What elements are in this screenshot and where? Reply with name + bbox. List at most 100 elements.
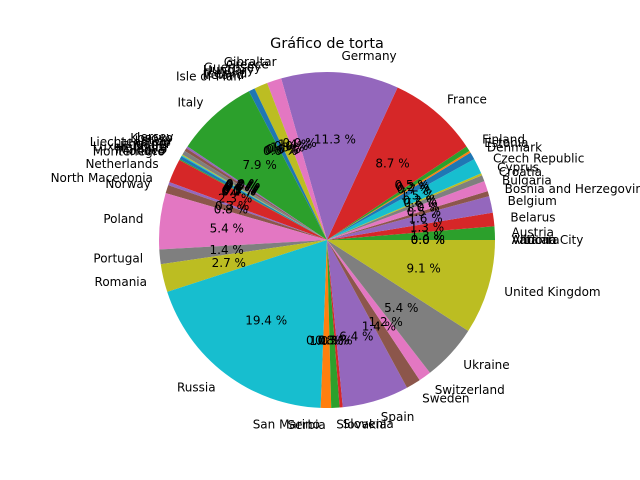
slice-cyprus bbox=[327, 173, 483, 240]
slice-percent-bosnia-and-herzegovina: 0.5 % bbox=[407, 205, 441, 219]
slice-label-spain: Spain bbox=[381, 410, 415, 424]
slice-percent-romania: 2.7 % bbox=[212, 256, 246, 270]
slice-percent-isle-of-man: 0.0 % bbox=[263, 144, 297, 158]
slice-hungary bbox=[254, 83, 327, 240]
slice-label-hungary: Hungary bbox=[203, 63, 254, 77]
slice-estonia bbox=[327, 150, 471, 240]
slice-label-kosovo: Kosovo bbox=[130, 131, 173, 145]
slice-luxembourg bbox=[181, 154, 327, 240]
slice-percent-guernsey: 0.0 % bbox=[274, 139, 308, 153]
slice-label-croatia: Croatia bbox=[499, 165, 542, 179]
slice-percent-latvia: 0.3 % bbox=[225, 179, 259, 193]
slice-slovakia bbox=[327, 240, 340, 408]
slice-label-norway: Norway bbox=[105, 177, 151, 191]
slice-percent-belarus: 1.3 % bbox=[410, 221, 444, 235]
slice-percent-finland: 0.5 % bbox=[394, 178, 428, 192]
slice-label-moldova: Moldova bbox=[115, 142, 165, 156]
slice-percent-czech-republic: 1.5 % bbox=[400, 189, 434, 203]
slice-percent-vatican-city: 0.0 % bbox=[411, 233, 445, 247]
slice-label-belarus: Belarus bbox=[510, 210, 555, 224]
slice-lithuania bbox=[182, 150, 327, 240]
slice-denmark bbox=[327, 152, 475, 240]
slice-finland bbox=[327, 146, 470, 240]
pie-slices bbox=[159, 71, 496, 409]
slice-label-malta: Malta bbox=[134, 140, 167, 154]
slice-label-slovenia: Slovenia bbox=[343, 417, 394, 431]
slice-percent-france: 8.7 % bbox=[375, 156, 409, 170]
slice-montenegro bbox=[179, 159, 327, 240]
slice-label-vatican-city: Vatican City bbox=[512, 233, 584, 247]
slice-serbia bbox=[320, 240, 332, 409]
slice-germany bbox=[281, 71, 398, 241]
slice-percent-luxembourg: 0.1 % bbox=[223, 182, 257, 196]
slice-percent-albania: 0.0 % bbox=[411, 233, 445, 247]
pie-percent-labels: 0.0 %0.0 %1.3 %1.3 %1.6 %0.5 %1.0 %0.6 %… bbox=[210, 133, 445, 348]
slice-percent-spain: 6.4 % bbox=[339, 329, 373, 343]
slice-label-guernsey: Guernsey bbox=[204, 60, 261, 74]
slice-percent-malta: 0.1 % bbox=[223, 183, 257, 197]
slice-poland bbox=[159, 193, 327, 250]
slice-percent-denmark: 0.7 % bbox=[397, 183, 431, 197]
slice-belgium bbox=[327, 196, 493, 240]
slice-label-ireland: Ireland bbox=[203, 68, 245, 82]
slice-percent-hungary: 1.3 % bbox=[270, 140, 304, 154]
slice-bosnia-and-herzegovina bbox=[327, 191, 490, 240]
slice-label-netherlands: Netherlands bbox=[85, 157, 158, 171]
slice-label-greece: Greece bbox=[226, 58, 269, 72]
slice-label-switzerland: Switzerland bbox=[435, 383, 505, 397]
slice-spain bbox=[327, 240, 408, 408]
slice-percent-kosovo: 0.2 % bbox=[226, 177, 260, 191]
slice-percent-sweden: 1.4 % bbox=[362, 319, 396, 333]
slice-percent-russia: 19.4 % bbox=[245, 313, 287, 327]
slice-percent-liechtenstein: 0.0 % bbox=[224, 180, 258, 194]
slice-label-estonia: Estonia bbox=[484, 136, 528, 150]
slice-france bbox=[327, 87, 467, 240]
slice-percent-poland: 5.4 % bbox=[210, 222, 244, 236]
slice-percent-slovakia: 0.8 % bbox=[315, 334, 349, 348]
slice-label-montenegro: Montenegro bbox=[93, 145, 165, 159]
slice-united-kingdom bbox=[327, 240, 495, 331]
slice-label-united-kingdom: United Kingdom bbox=[504, 285, 600, 299]
slice-italy bbox=[187, 91, 327, 240]
slice-percent-norway: 0.8 % bbox=[214, 203, 248, 217]
slice-norway bbox=[165, 185, 327, 240]
slice-label-bulgaria: Bulgaria bbox=[502, 174, 552, 188]
slice-label-portugal: Portugal bbox=[93, 252, 143, 266]
slice-north-macedonia bbox=[168, 182, 327, 240]
slice-moldova bbox=[179, 156, 327, 240]
slice-label-slovakia: Slovakia bbox=[336, 418, 386, 432]
slice-percent-lithuania: 0.4 % bbox=[224, 181, 258, 195]
slice-percent-croatia: 0.6 % bbox=[404, 196, 438, 210]
slice-label-finland: Finland bbox=[482, 133, 525, 147]
slice-label-czech-republic: Czech Republic bbox=[493, 152, 584, 166]
slice-portugal bbox=[159, 240, 327, 265]
slice-percent-bulgaria: 1.0 % bbox=[405, 201, 439, 215]
slice-percent-san-marino: 0.0 % bbox=[306, 334, 340, 348]
slice-percent-italy: 7.9 % bbox=[242, 158, 276, 172]
slice-label-bosnia-and-herzegovina: Bosnia and Herzegovina bbox=[505, 182, 640, 196]
slice-switzerland bbox=[327, 240, 430, 381]
slice-slovenia bbox=[327, 240, 343, 408]
slice-label-denmark: Denmark bbox=[487, 140, 542, 154]
chart-title: Gráfico de torta bbox=[270, 36, 384, 52]
slice-label-jersey: Jersey bbox=[136, 130, 174, 144]
slice-label-cyprus: Cyprus bbox=[497, 161, 539, 175]
slice-label-liechtenstein: Liechtenstein bbox=[90, 135, 171, 149]
slice-belarus bbox=[327, 212, 495, 240]
slice-label-san-marino: San Marino bbox=[253, 418, 320, 432]
slice-label-sweden: Sweden bbox=[422, 392, 469, 406]
slice-ukraine bbox=[327, 240, 469, 373]
slice-percent-belgium: 1.6 % bbox=[408, 212, 442, 226]
slice-percent-estonia: 0.2 % bbox=[396, 180, 430, 194]
slice-label-france: France bbox=[447, 93, 487, 107]
slice-netherlands bbox=[169, 159, 327, 240]
slice-percent-ireland: 0.6 % bbox=[265, 143, 299, 157]
slice-label-gibraltar: Gibraltar bbox=[224, 55, 277, 69]
slice-greece bbox=[267, 78, 327, 240]
slice-percent-moldova: 0.3 % bbox=[222, 184, 256, 198]
slice-russia bbox=[167, 240, 327, 408]
slice-percent-north-macedonia: 0.3 % bbox=[215, 199, 249, 213]
slice-bulgaria bbox=[327, 181, 488, 240]
slice-sweden bbox=[327, 240, 420, 388]
